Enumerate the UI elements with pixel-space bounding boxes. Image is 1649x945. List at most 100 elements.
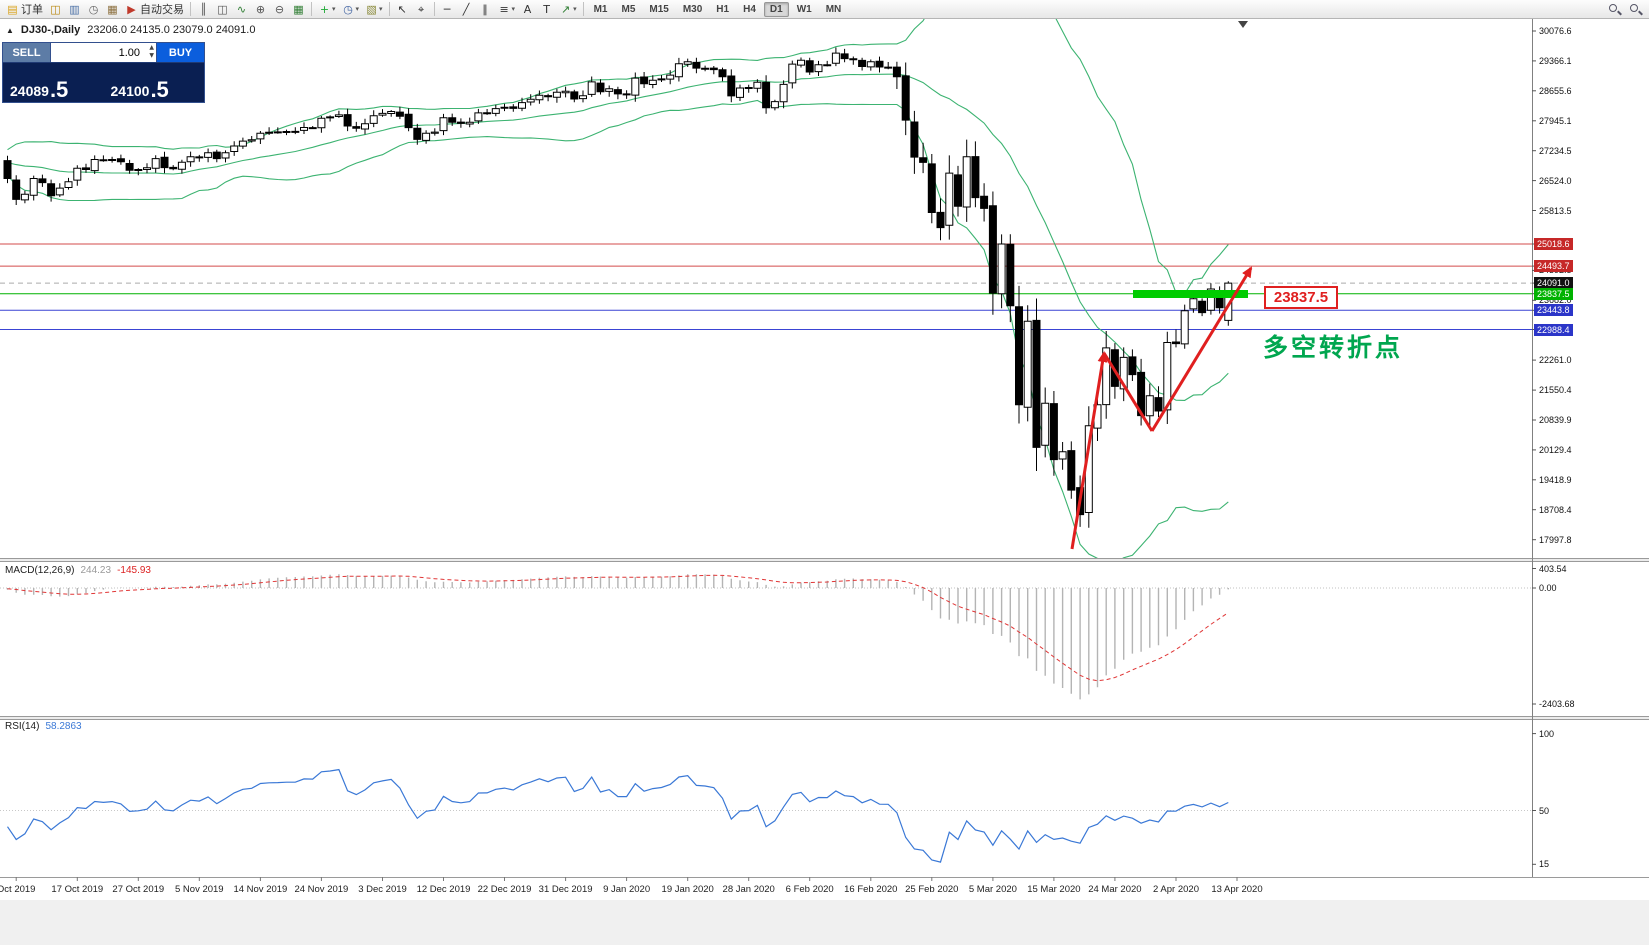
time-axis-label: 15 Mar 2020	[1027, 884, 1081, 895]
time-axis-label: 3 Dec 2019	[358, 884, 407, 895]
zoom-out-button[interactable]: ⊖	[270, 1, 289, 18]
timeframe-M15[interactable]: M15	[649, 3, 669, 15]
timeframe-M5[interactable]: M5	[621, 3, 636, 15]
trend-arrow[interactable]	[1150, 266, 1253, 432]
time-axis-label: 25 Feb 2020	[905, 884, 959, 895]
new-order-button[interactable]: ▤ 订单	[3, 1, 46, 18]
search-charts-button[interactable]	[1625, 1, 1646, 18]
time-axis-label: 9 Jan 2020	[603, 884, 651, 895]
time-axis-label: 6 Feb 2020	[785, 884, 834, 895]
text-button[interactable]: A	[518, 1, 537, 18]
macd-signal-line	[7, 574, 1229, 682]
toolbar-separator	[190, 2, 191, 16]
timeframe-H1[interactable]: H1	[716, 3, 730, 15]
sell-price-pips: .5	[49, 77, 69, 102]
new-order-label: 订单	[21, 3, 43, 16]
volume-down-button[interactable]: ▼	[149, 52, 154, 59]
price-line-label[interactable]: 22988.4	[1534, 323, 1573, 336]
tile-windows-icon: ▦	[293, 2, 304, 16]
horizontal-line-icon: ─	[443, 2, 451, 16]
time-axis-label: 24 Mar 2020	[1088, 884, 1142, 895]
crosshair-button[interactable]: ⌖	[412, 1, 431, 18]
trendline-button[interactable]: ╱	[457, 1, 476, 18]
macd-value: 244.23	[80, 565, 112, 576]
zoom-out-icon: ⊖	[274, 2, 285, 16]
periods-caret-icon: ▾	[355, 5, 360, 13]
time-axis[interactable]: Oct 2019 17 Oct 2019 27 Oct 2019 5 Nov 2019…	[0, 878, 1532, 898]
price-line-label[interactable]: 24091.0	[1534, 277, 1573, 290]
buy-button[interactable]: BUY	[157, 43, 204, 62]
text-label-button[interactable]: T	[537, 1, 556, 18]
time-axis-label: 14 Nov 2019	[233, 884, 288, 895]
axis-tick-label: 26524.0	[1539, 175, 1572, 186]
autotrading-button[interactable]: ▶ 自动交易	[122, 1, 187, 18]
price-line-label[interactable]: 25018.6	[1534, 238, 1573, 250]
price-line-label[interactable]: 23443.8	[1534, 304, 1573, 317]
time-axis-label: 12 Dec 2019	[416, 884, 471, 895]
buy-price[interactable]: 24100.5	[104, 63, 205, 102]
buy-price-main: 24100	[110, 83, 150, 99]
periods-button[interactable]: ◷ ▾	[339, 1, 363, 18]
axis-tick-label: 22261.0	[1539, 355, 1572, 366]
time-axis-label: 24 Nov 2019	[294, 884, 349, 895]
panel-separator[interactable]	[0, 558, 1649, 562]
chart-shift-marker[interactable]	[1238, 21, 1248, 28]
chart-line-button[interactable]: ∿	[232, 1, 251, 18]
time-axis-label: 27 Oct 2019	[112, 884, 165, 895]
trend-arrow[interactable]	[1102, 352, 1154, 432]
cursor-button[interactable]: ↖	[393, 1, 412, 18]
arrows-tool-button[interactable]: ↗ ▾	[556, 1, 580, 18]
templates-button[interactable]: ▧ ▾	[362, 1, 386, 18]
timeframe-W1[interactable]: W1	[796, 3, 812, 15]
chart-line-icon: ∿	[236, 2, 247, 16]
channel-button[interactable]: ∥	[476, 1, 495, 18]
candles-bearish	[3, 53, 1224, 516]
market-watch-button[interactable]: ◫	[46, 1, 65, 18]
templates-caret-icon: ▾	[379, 5, 383, 13]
chart-bars-button[interactable]: ║	[194, 1, 213, 18]
panel-separator[interactable]	[0, 716, 1649, 720]
ohlc-values: 23206.0 24135.0 23079.0 24091.0	[87, 24, 256, 36]
trend-arrow[interactable]	[1070, 351, 1108, 550]
fibonacci-button[interactable]: ≡ ▾	[495, 1, 519, 18]
timeframe-H4[interactable]: H4	[743, 3, 756, 15]
highlight-zone[interactable]	[1133, 290, 1248, 298]
tile-windows-button[interactable]: ▦	[289, 1, 308, 18]
timeframe-M1[interactable]: M1	[593, 3, 608, 15]
toolbar: ▤ 订单 ◫ ▥ ◷ ▦ ▶ 自动交易 ║ ◫ ∿ ⊕ ⊖ ▦ + ▾ ◷ ▾ ▧ ▾ ↖ ⌖ ─ ╱ ∥ ≡ ▾ A T ↗ ▾ M1 M5 M…	[0, 0, 1649, 19]
volume-input[interactable]: 1.00 ▲ ▼	[50, 43, 157, 62]
candles-bullish	[20, 52, 1233, 513]
volume-up-button[interactable]: ▲	[149, 44, 154, 51]
one-click-collapse-icon[interactable]: ▲	[6, 25, 14, 35]
navigator-button[interactable]: ▥	[65, 1, 84, 18]
axis-tick-label: 27945.1	[1539, 115, 1572, 126]
terminal-window-button[interactable]: ▦	[103, 1, 122, 18]
axis-tick-label: 18708.4	[1539, 504, 1572, 515]
timeframe-D1[interactable]: D1	[763, 1, 789, 17]
bollinger-upper-band	[7, 19, 1229, 295]
rsi-indicator-label: RSI(14) 58.2863	[5, 721, 82, 732]
zoom-in-icon: ⊕	[255, 2, 266, 16]
timeframe-M30[interactable]: M30	[682, 3, 703, 15]
search-symbols-button[interactable]	[1604, 1, 1625, 18]
time-axis-label: 2 Apr 2020	[1153, 884, 1199, 895]
toolbar-separator	[311, 2, 312, 16]
time-axis-label: 31 Dec 2019	[538, 884, 593, 895]
price-line-label[interactable]: 24493.7	[1534, 260, 1573, 273]
horizontal-line-button[interactable]: ─	[438, 1, 457, 18]
turning-point-annotation[interactable]: 多空转折点	[1263, 333, 1404, 362]
sell-button[interactable]: SELL	[3, 43, 50, 62]
price-annotation-box[interactable]: 23837.5	[1264, 286, 1338, 309]
history-center-button[interactable]: ◷	[84, 1, 103, 18]
buy-price-pips: .5	[150, 77, 169, 102]
price-line-label[interactable]: 23837.5	[1534, 287, 1573, 300]
timeframe-MN[interactable]: MN	[825, 3, 842, 15]
indicators-button[interactable]: + ▾	[315, 1, 339, 18]
sell-price[interactable]: 24089.5	[3, 63, 104, 102]
price-axis[interactable]: 30076.6 29366.1 28655.6 27945.1 27234.5 26524…	[1532, 19, 1649, 900]
zoom-in-button[interactable]: ⊕	[251, 1, 270, 18]
text-icon: A	[523, 2, 532, 16]
symbol-period-label: DJ30-,Daily	[20, 24, 81, 36]
chart-candles-button[interactable]: ◫	[213, 1, 232, 18]
